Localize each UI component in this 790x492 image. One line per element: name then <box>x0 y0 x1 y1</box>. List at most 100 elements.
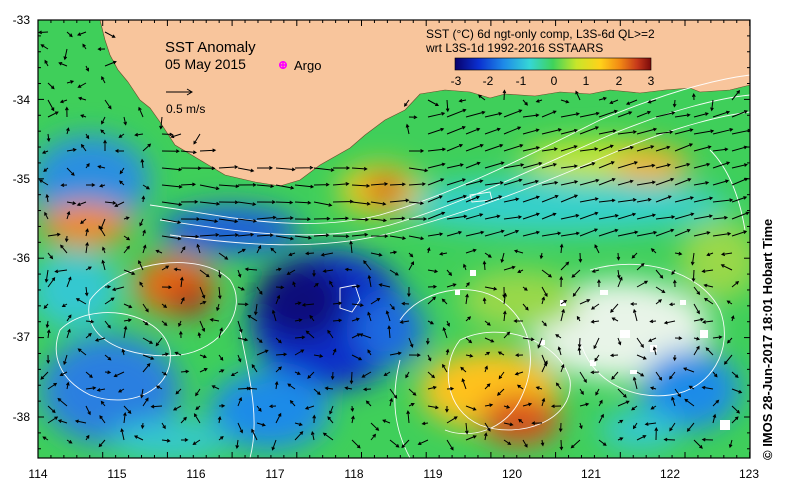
current-arrow <box>484 351 491 356</box>
current-arrow <box>598 214 619 220</box>
current-arrow <box>446 269 453 277</box>
lat-label-36: -36 <box>13 251 31 265</box>
current-arrow <box>594 354 600 362</box>
current-arrow <box>142 184 150 190</box>
current-arrow <box>351 439 361 449</box>
current-arrow <box>104 370 112 375</box>
map-frame <box>37 19 751 459</box>
argo-label: Argo <box>294 58 321 73</box>
current-arrow <box>66 276 72 288</box>
current-arrow <box>465 195 480 203</box>
current-arrow <box>703 283 714 288</box>
current-arrow <box>560 231 580 237</box>
current-arrow <box>247 314 258 322</box>
lon-label-117: 117 <box>265 467 284 481</box>
current-arrow <box>389 235 407 240</box>
current-arrow <box>691 269 696 283</box>
current-arrow <box>102 246 106 254</box>
current-arrow <box>140 388 144 399</box>
current-arrow <box>712 198 734 203</box>
current-arrow <box>180 199 199 204</box>
current-arrow <box>579 126 600 135</box>
current-arrow <box>104 320 111 329</box>
current-arrow <box>237 286 245 291</box>
current-arrow <box>590 319 600 324</box>
axis-ticks <box>37 19 751 458</box>
current-arrow <box>514 371 524 376</box>
current-arrow <box>46 133 51 143</box>
current-arrow <box>123 216 130 220</box>
current-arrow <box>522 99 528 106</box>
current-arrow <box>427 99 440 106</box>
current-arrow <box>320 252 334 257</box>
current-arrow <box>307 371 315 379</box>
current-arrow <box>503 163 525 169</box>
current-arrow <box>560 308 565 322</box>
current-arrow <box>118 133 125 138</box>
current-arrow <box>251 364 258 373</box>
current-arrow <box>636 197 652 203</box>
current-arrow <box>294 349 305 356</box>
current-arrow <box>502 310 507 322</box>
current-arrow <box>349 371 354 385</box>
current-arrow <box>123 318 132 323</box>
current-arrow <box>497 351 505 356</box>
current-arrow <box>669 371 676 380</box>
current-arrow <box>401 439 410 449</box>
current-arrow <box>237 167 255 173</box>
current-arrow <box>477 94 486 101</box>
current-arrow <box>66 328 71 339</box>
lat-label-38: -38 <box>13 410 31 424</box>
current-arrow <box>173 267 182 272</box>
current-arrow <box>407 286 411 298</box>
current-arrow <box>104 99 112 110</box>
current-arrow <box>632 308 638 322</box>
current-arrow <box>47 82 55 90</box>
current-arrow <box>617 130 637 135</box>
current-arrow <box>427 371 436 379</box>
imos-credit: © IMOS 28-Jun-2017 18:01 Hobart Time <box>760 219 780 480</box>
current-arrow <box>142 354 155 360</box>
current-arrow <box>484 127 501 135</box>
current-arrow <box>559 276 564 288</box>
current-arrow <box>178 320 182 327</box>
current-arrow <box>408 149 425 153</box>
current-arrow <box>104 284 112 289</box>
current-arrow <box>465 161 481 169</box>
current-arrow <box>427 269 439 274</box>
current-arrow <box>484 403 494 407</box>
current-arrow <box>47 111 59 118</box>
current-arrow <box>408 353 421 357</box>
current-arrow <box>712 161 731 169</box>
current-arrow <box>655 111 676 118</box>
current-arrow <box>60 244 68 254</box>
current-arrow <box>427 284 438 289</box>
current-arrow <box>172 405 182 411</box>
current-arrow <box>218 184 240 189</box>
current-arrow <box>101 75 106 84</box>
current-arrow <box>161 285 173 290</box>
current-arrow <box>463 263 467 271</box>
current-arrow <box>140 158 145 169</box>
current-arrow <box>598 399 603 407</box>
current-arrow <box>199 286 206 299</box>
current-arrow <box>655 215 676 220</box>
current-arrow <box>674 251 683 256</box>
current-arrow <box>522 146 541 152</box>
current-arrow <box>668 302 676 307</box>
current-arrow <box>344 267 353 272</box>
current-arrow <box>237 320 243 333</box>
current-arrow <box>330 371 335 380</box>
current-arrow <box>180 234 200 239</box>
current-arrow <box>702 320 714 324</box>
current-arrow <box>560 145 578 152</box>
current-arrow <box>45 320 50 329</box>
current-arrow <box>40 44 49 50</box>
current-arrow <box>175 388 182 395</box>
current-arrow <box>636 145 655 152</box>
current-arrow <box>66 201 77 205</box>
current-arrow <box>710 99 714 112</box>
current-arrow <box>59 371 68 376</box>
current-arrow <box>598 144 614 152</box>
current-arrow <box>712 399 720 407</box>
